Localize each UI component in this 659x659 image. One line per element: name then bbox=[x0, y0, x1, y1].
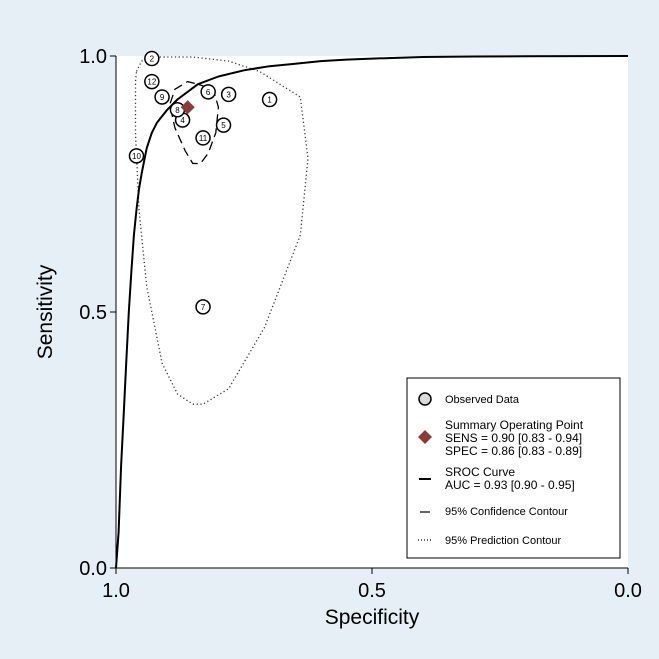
axes: 1.0 0.5 0.0 0.0 0.5 1.0 bbox=[79, 46, 642, 602]
observed-point: 12 bbox=[144, 73, 160, 90]
observed-point-marker bbox=[195, 299, 211, 315]
y-axis-title: Sensitivity bbox=[34, 264, 57, 359]
observed-point-label: 8 bbox=[175, 106, 180, 115]
legend-confidence-label: 95% Confidence Contour bbox=[445, 506, 568, 518]
observed-point: 1 bbox=[261, 91, 278, 108]
legend-box bbox=[406, 377, 621, 559]
observed-point-label: 1 bbox=[267, 96, 272, 105]
observed-point-marker bbox=[144, 73, 160, 90]
legend-observed-marker bbox=[418, 392, 432, 406]
x-axis-title: Specificity bbox=[325, 606, 420, 629]
observed-point: 6 bbox=[200, 84, 216, 100]
observed-point-marker bbox=[220, 86, 237, 103]
observed-point: 8 bbox=[169, 102, 186, 118]
sroc-curve bbox=[115, 55, 629, 569]
summary-point-marker bbox=[180, 100, 195, 115]
x-tick-label: 0.5 bbox=[358, 580, 386, 602]
y-tick-label: 1.0 bbox=[79, 46, 107, 68]
y-tick-label: 0.0 bbox=[79, 558, 107, 580]
observed-point-marker bbox=[128, 148, 145, 164]
observed-point-label: 11 bbox=[199, 134, 208, 143]
legend-summary-sens: SENS = 0.90 [0.83 - 0.94] bbox=[445, 431, 582, 445]
observed-point-label: 2 bbox=[150, 55, 155, 64]
prediction-contour bbox=[134, 56, 309, 405]
legend-summary-marker bbox=[418, 430, 432, 444]
x-tick-label: 0.0 bbox=[614, 580, 642, 602]
observed-point-label: 3 bbox=[226, 90, 231, 99]
observed-point-label: 10 bbox=[132, 152, 141, 161]
observed-point: 7 bbox=[195, 299, 211, 315]
observed-point-label: 6 bbox=[206, 88, 211, 97]
observed-point-label: 9 bbox=[160, 93, 165, 102]
observed-point-label: 12 bbox=[147, 78, 156, 87]
legend-summary-spec: SPEC = 0.86 [0.83 - 0.89] bbox=[445, 444, 582, 458]
legend-observed-label: Observed Data bbox=[445, 394, 520, 406]
observed-point-marker bbox=[195, 130, 211, 146]
y-tick-label: 0.5 bbox=[79, 302, 107, 324]
observed-point-marker bbox=[215, 117, 232, 133]
observed-point: 9 bbox=[154, 89, 170, 105]
legend-sroc-auc: AUC = 0.93 [0.90 - 0.95] bbox=[445, 478, 575, 492]
observed-point-label: 7 bbox=[201, 303, 206, 312]
confidence-contour bbox=[169, 80, 220, 165]
observed-point: 10 bbox=[128, 148, 145, 164]
legend-prediction-label: 95% Prediction Contour bbox=[445, 535, 562, 547]
x-tick-label: 1.0 bbox=[102, 580, 130, 602]
legend: Observed Data Summary Operating Point SE… bbox=[406, 377, 621, 559]
observed-point-marker bbox=[200, 84, 216, 100]
observed-point-marker bbox=[144, 50, 160, 67]
observed-point-label: 4 bbox=[180, 116, 185, 125]
curves bbox=[115, 55, 629, 569]
observed-point-label: 5 bbox=[221, 121, 226, 130]
observed-point: 3 bbox=[220, 86, 237, 103]
observed-point: 5 bbox=[215, 117, 232, 133]
observed-point: 11 bbox=[195, 130, 211, 146]
legend-summary-title: Summary Operating Point bbox=[445, 418, 584, 432]
observed-point-marker bbox=[154, 89, 170, 105]
observed-point: 2 bbox=[144, 50, 160, 67]
legend-sroc-title: SROC Curve bbox=[445, 465, 515, 479]
summary-point bbox=[180, 100, 195, 115]
observed-point-marker bbox=[261, 91, 278, 108]
